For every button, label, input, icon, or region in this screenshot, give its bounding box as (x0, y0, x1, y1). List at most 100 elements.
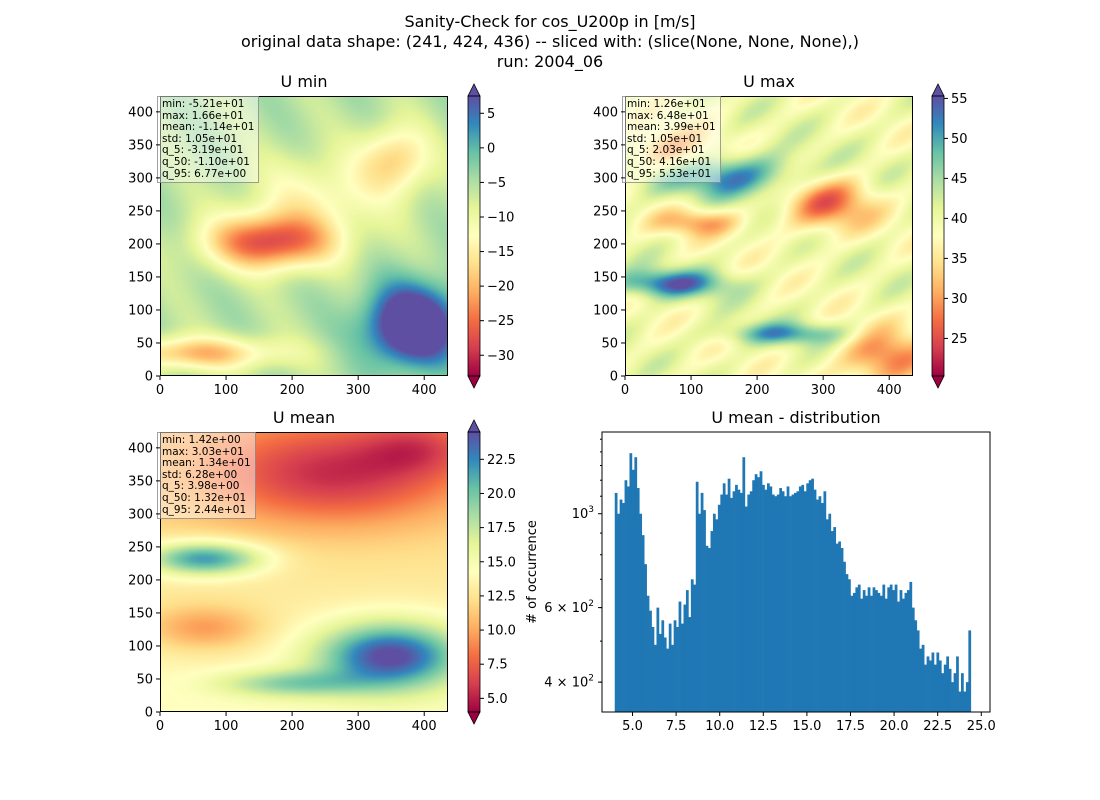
x-tick-label: 100 (679, 383, 704, 398)
histogram-bar (798, 486, 802, 712)
y-tick-label: 50 (136, 336, 153, 351)
colorbar-tick-label: −5 (487, 176, 506, 191)
histogram-bar (848, 579, 851, 712)
colorbar-tick-label: −25 (487, 314, 514, 329)
stat-line: q_5: 3.98e+00 (162, 480, 240, 493)
histogram-bar (727, 478, 731, 712)
y-tick-label: 6 × 102 (544, 599, 594, 616)
histogram-bar (830, 531, 834, 712)
histogram-bar (690, 579, 694, 712)
u-max-heatmap (625, 96, 913, 376)
histogram-bar (860, 598, 864, 712)
histogram-bar (764, 489, 768, 712)
u-max-title: U max (743, 72, 795, 91)
stat-line: max: 3.03e+01 (162, 445, 244, 458)
stat-line: q_50: -1.10e+01 (162, 155, 250, 168)
histogram-frame (601, 431, 991, 713)
colorbar-extend-max (467, 419, 481, 433)
x-tick-label: 0 (156, 383, 164, 398)
histogram-bar (914, 620, 918, 712)
colorbar-tick-label: 22.5 (487, 453, 516, 468)
histogram-bar (833, 527, 837, 712)
histogram-bar (668, 623, 672, 712)
y-tick-label: 250 (593, 204, 618, 219)
histogram-bar (678, 601, 682, 712)
colorbar-tick-label: 30 (951, 292, 968, 307)
colorbar-tick-label: 45 (951, 172, 968, 187)
histogram-bar (735, 484, 738, 712)
histogram-bar (703, 510, 706, 712)
stat-line: std: 1.05e+01 (627, 132, 703, 145)
histogram-bar (946, 656, 950, 712)
histogram-bar (789, 496, 792, 712)
colorbar-tick-label: −15 (487, 245, 514, 260)
histogram-axes: 5.0 7.5 10.0 12.5 15.0 17.5 20.0 22.5 25.0 103 6 ×… (525, 431, 996, 734)
y-tick-label: 200 (128, 573, 153, 588)
y-tick-label: 250 (128, 204, 153, 219)
histogram-bar (629, 453, 633, 712)
u-min-axes: 0 100 200 300 400 0 50 100 150 200 250 300 350 400 (128, 105, 436, 398)
histogram-bar (906, 590, 910, 712)
histogram-bar (641, 535, 645, 712)
u-mean-title: U mean (272, 408, 336, 427)
histogram-bar (752, 480, 756, 712)
histogram-bar (867, 587, 871, 712)
stat-line: max: 1.66e+01 (162, 109, 244, 122)
histogram-bar (806, 483, 810, 712)
colorbar-extend-max (931, 83, 945, 97)
colorbar-tick-label: 10.0 (487, 624, 516, 639)
histogram-bar (931, 652, 935, 712)
x-tick-label: 7.5 (666, 719, 687, 734)
histogram-bar (710, 531, 714, 712)
histogram-bar (924, 664, 927, 712)
histogram-bar (744, 506, 748, 712)
y-tick-label: 0 (610, 370, 618, 385)
histogram-bar (639, 513, 643, 712)
histogram-bar (676, 626, 679, 712)
y-tick-label: 50 (601, 336, 618, 351)
histogram-bar (943, 664, 947, 712)
histogram-bar (838, 541, 841, 712)
histogram-bar (821, 503, 824, 712)
colorbar-extend-min (931, 375, 945, 389)
x-tick-label: 300 (811, 383, 836, 398)
histogram-bar (960, 673, 964, 712)
histogram-bar (737, 489, 741, 712)
histogram-bar (757, 477, 760, 712)
colorbar-frame (931, 95, 945, 377)
histogram-bar (825, 519, 829, 712)
histogram-bar (708, 547, 711, 712)
colorbar-extend-max (467, 83, 481, 97)
x-tick-label: 200 (745, 383, 770, 398)
colorbar-tick-label: 50 (951, 132, 968, 147)
histogram-bar (646, 595, 650, 712)
histogram-bar (779, 488, 783, 712)
histogram-bar (794, 492, 797, 712)
histogram-bar (892, 590, 895, 712)
colorbar-extend-min (467, 711, 481, 725)
histogram-bar (938, 660, 942, 712)
histogram-bar (882, 584, 886, 712)
x-tick-label: 22.5 (923, 719, 952, 734)
histogram-bar (828, 513, 832, 712)
histogram-bar (651, 626, 655, 712)
stat-line: mean: -1.14e+01 (162, 121, 255, 134)
y-tick-label: 200 (128, 237, 153, 252)
stat-line: q_50: 4.16e+01 (627, 155, 712, 168)
histogram-ylabel: # of occurrence (525, 520, 540, 624)
x-tick-label: 100 (214, 719, 239, 734)
stat-line: q_50: 1.32e+01 (162, 491, 247, 504)
colorbar-tick-label: −20 (487, 280, 514, 295)
colorbar-frame (467, 431, 481, 713)
u-min-heatmap (160, 96, 448, 376)
histogram-bar (759, 471, 763, 712)
figure-title-line-2: original data shape: (241, 424, 436) -- … (241, 32, 859, 51)
u-mean-heatmap (160, 432, 448, 712)
histogram-bar (835, 543, 839, 712)
histogram-bar (889, 584, 893, 712)
histogram-bar (614, 492, 618, 712)
x-tick-label: 200 (280, 719, 305, 734)
histogram-bar (941, 673, 945, 712)
histogram-bar (712, 513, 716, 712)
